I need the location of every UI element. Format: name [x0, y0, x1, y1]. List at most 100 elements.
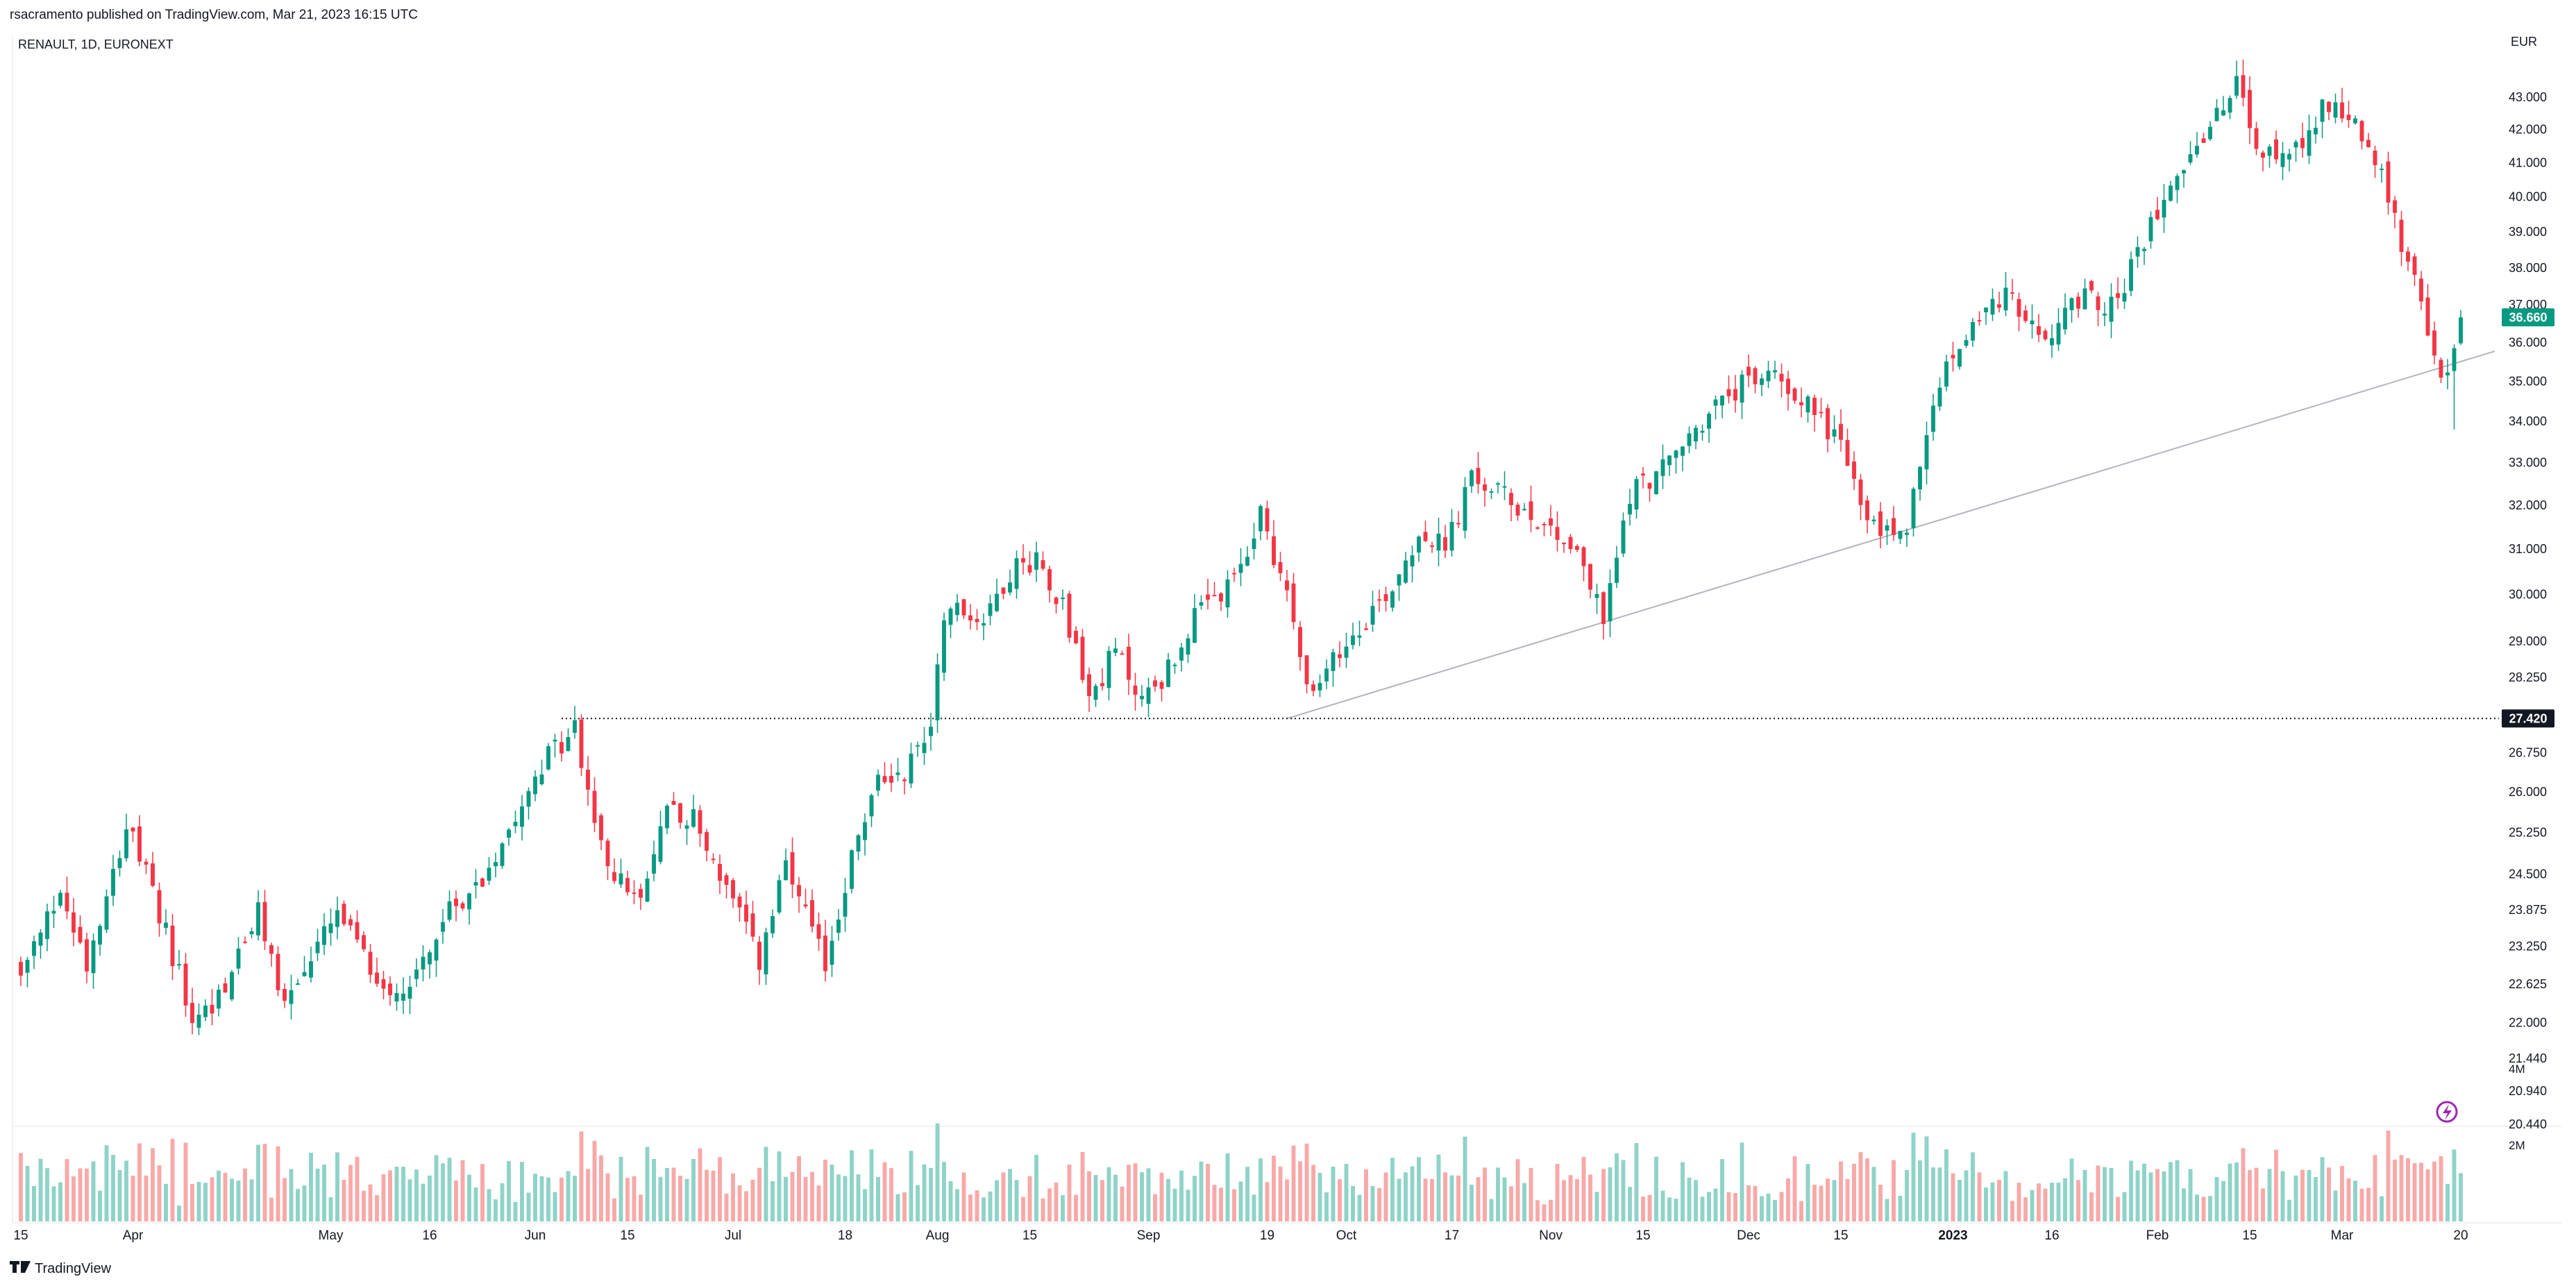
candle-body	[2425, 297, 2430, 336]
time-axis[interactable]: 15 Apr May 16 Jun 15 Jul 18 Aug 15 Sep 19 Oct 17 Nov 15…	[13, 1228, 2468, 1243]
candle-body	[1753, 368, 1758, 384]
volume-bar	[2208, 1196, 2212, 1221]
volume-bar	[428, 1175, 432, 1221]
candle-body	[2122, 293, 2127, 302]
candle-body	[1871, 519, 1876, 522]
time-tick-label: May	[319, 1228, 344, 1243]
candle-body	[1971, 321, 1975, 341]
price-axis[interactable]: 43.000 42.000 41.000 40.000 39.000 38.000 37.0…	[12, 36, 2561, 1224]
volume-bar	[1443, 1172, 1447, 1221]
candle-body	[1087, 674, 1091, 696]
volume-bar	[1172, 1188, 1177, 1221]
candle-body	[1027, 565, 1032, 573]
volume-bar	[2063, 1178, 2067, 1221]
volume-bar	[1100, 1180, 1104, 1221]
volume-bar	[1140, 1171, 1144, 1221]
drawings-layer	[562, 350, 2499, 720]
candle-body	[2373, 151, 2377, 165]
price-tick-label: 42.000	[2509, 123, 2547, 137]
candle-body	[724, 875, 729, 886]
candle-body	[1601, 592, 1606, 625]
candle-body	[1008, 582, 1012, 593]
volume-bar	[2307, 1170, 2312, 1221]
candle-body	[1054, 598, 1059, 604]
volume-bar	[2234, 1162, 2239, 1221]
candle-body	[757, 941, 761, 970]
volume-bar	[1694, 1180, 1698, 1221]
candle-body	[1199, 602, 1204, 606]
candle-body	[520, 806, 524, 827]
candle-body	[1720, 396, 1724, 406]
volume-bar	[1061, 1195, 1065, 1221]
volume-bar	[1997, 1179, 2001, 1221]
candle-body	[823, 935, 827, 972]
volume-bar	[296, 1189, 300, 1221]
volume-bar	[1034, 1154, 1038, 1221]
candle-body	[2214, 108, 2219, 121]
candle-body	[790, 852, 795, 885]
volume-bar	[1654, 1156, 1658, 1221]
volume-bar	[1687, 1177, 1692, 1221]
volume-bar	[1021, 1196, 1025, 1221]
volume-bar	[2432, 1161, 2436, 1221]
candle-body	[196, 1015, 201, 1028]
volume-bar	[968, 1194, 973, 1221]
candle-body	[1990, 298, 1995, 315]
candle-body	[1792, 388, 1797, 401]
volume-bar	[2241, 1148, 2246, 1221]
volume-bar	[1733, 1193, 1737, 1221]
candle-body	[1924, 435, 1929, 470]
candle-body	[1515, 505, 1520, 516]
volume-bar	[895, 1194, 900, 1221]
candle-body	[889, 775, 893, 783]
candle-body	[1615, 557, 1619, 583]
price-tick-label: 39.000	[2509, 225, 2547, 239]
lightning-icon[interactable]	[2436, 1101, 2458, 1123]
time-tick-label: 15	[1022, 1228, 1037, 1243]
volume-bar	[91, 1161, 96, 1221]
volume-bar	[652, 1159, 656, 1221]
volume-bar	[2333, 1190, 2338, 1221]
candle-body	[1997, 304, 2001, 308]
volume-bar	[1700, 1196, 1705, 1221]
volume-bar	[961, 1172, 966, 1221]
candle-body	[1555, 527, 1560, 540]
candle-body	[1674, 450, 1678, 458]
candle-body	[671, 801, 676, 805]
volume-bar	[1760, 1196, 1764, 1221]
candle-body	[559, 742, 564, 754]
volume-bar	[1074, 1194, 1078, 1221]
volume-bar	[2023, 1197, 2028, 1221]
candle-body	[1812, 398, 1817, 416]
tradingview-logo-icon	[10, 1261, 31, 1273]
volume-bar	[863, 1189, 867, 1221]
volume-bar	[203, 1183, 208, 1221]
candle-body	[91, 940, 96, 974]
candle-body	[421, 956, 426, 970]
candle-body	[2459, 317, 2463, 344]
candle-body	[1681, 446, 1685, 456]
volume-bar	[1146, 1168, 1151, 1221]
price-tick-label: 32.000	[2509, 498, 2547, 512]
price-tick-label: 35.000	[2509, 374, 2547, 388]
candle-body	[2399, 219, 2404, 252]
volume-bar	[1463, 1136, 1467, 1221]
candle-body	[1245, 557, 1249, 566]
candle-body	[2135, 247, 2140, 257]
trendline[interactable]	[1286, 350, 2495, 720]
candle-body	[1634, 479, 1639, 510]
candle-body	[230, 972, 234, 999]
price-tick-label: 20.440	[2509, 1117, 2547, 1131]
volume-bar	[1377, 1187, 1381, 1221]
candle-body	[1370, 606, 1375, 625]
candle-body	[1172, 664, 1177, 666]
candle-body	[955, 602, 959, 616]
candle-body	[2037, 325, 2041, 335]
candle-body	[968, 615, 973, 620]
volume-bar	[1014, 1180, 1019, 1221]
volume-bar	[2201, 1196, 2206, 1221]
volume-bar	[2327, 1167, 2331, 1221]
tradingview-logo[interactable]: TradingView	[10, 1261, 112, 1276]
candle-body	[1700, 430, 1705, 433]
